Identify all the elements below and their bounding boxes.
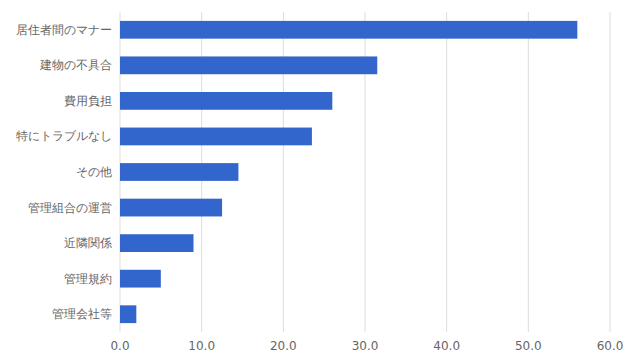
x-tick-label: 30.0: [352, 339, 379, 353]
page: {"chart_data": {"type": "bar", "orientat…: [0, 0, 634, 364]
x-tick-label: 50.0: [515, 339, 542, 353]
y-tick-label: 特にトラブルなし: [16, 129, 112, 143]
grid: [120, 12, 610, 332]
grid-line: [446, 12, 447, 332]
y-axis: 管理会社等 管理規約 近隣関係 管理組合の運営 その他 特にトラブルなし 費用負担 建物の不具…: [16, 23, 112, 321]
x-tick-label: 10.0: [188, 339, 215, 353]
bar: [120, 199, 222, 217]
y-tick-label: 管理組合の運営: [28, 201, 112, 215]
x-tick-label: 20.0: [270, 339, 297, 353]
bar: [120, 234, 194, 252]
bar: [120, 128, 312, 146]
y-tick-label: 費用負担: [64, 94, 112, 108]
bars: [120, 21, 577, 323]
y-tick-label: その他: [76, 165, 112, 179]
y-tick-label: 近隣関係: [64, 236, 112, 250]
bar: [120, 56, 377, 74]
chart-svg: 0.0 10.0 20.0 30.0 40.0 50.0 60.0 管理会社等 管理規約 近隣関係…: [0, 0, 634, 364]
grid-line: [528, 12, 529, 332]
bar: [120, 305, 136, 323]
bar: [120, 163, 238, 181]
bar: [120, 270, 161, 288]
grid-line: [610, 12, 611, 332]
y-tick-label: 管理規約: [64, 272, 112, 286]
bar: [120, 21, 577, 39]
chart-container: 0.0 10.0 20.0 30.0 40.0 50.0 60.0 管理会社等 管理規約 近隣関係…: [0, 0, 634, 364]
y-tick-label: 建物の不具合: [39, 58, 112, 72]
y-tick-label: 管理会社等: [52, 307, 112, 321]
y-tick-label: 居住者間のマナー: [16, 23, 112, 37]
bar: [120, 92, 332, 110]
x-tick-label: 40.0: [433, 339, 460, 353]
x-tick-label: 0.0: [110, 339, 129, 353]
x-axis: 0.0 10.0 20.0 30.0 40.0 50.0 60.0: [110, 339, 623, 353]
x-tick-label: 60.0: [597, 339, 624, 353]
